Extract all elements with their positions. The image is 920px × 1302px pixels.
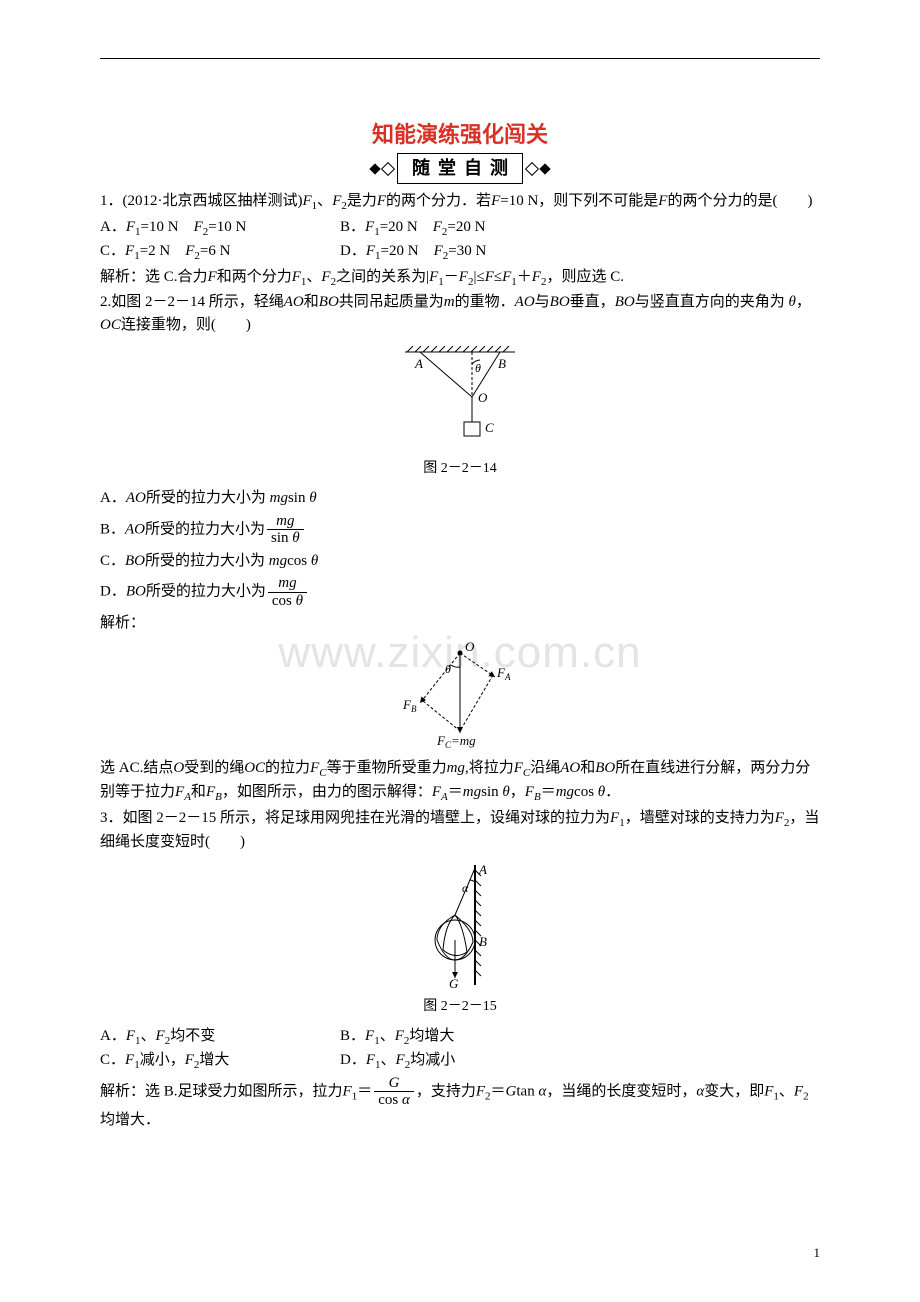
q3-choices-cd: C．F1减小，F2增大 D．F1、F2均减小 <box>100 1049 820 1074</box>
subtitle-row: 随堂自测 <box>100 153 820 184</box>
diamond-icon <box>369 163 380 174</box>
svg-text:B: B <box>498 356 506 371</box>
fig3-caption: 图 2－2－15 <box>100 996 820 1017</box>
figure-2-2-15: A B G α <box>415 860 505 990</box>
page-number: 1 <box>814 1243 821 1263</box>
svg-text:C: C <box>485 420 494 435</box>
figure-q2-forces: O FA FB FC=mg θ <box>395 641 525 751</box>
svg-text:O: O <box>478 390 488 405</box>
diamond-icon <box>381 161 395 175</box>
fig1-caption: 图 2－2－14 <box>100 458 820 479</box>
svg-text:B: B <box>479 934 487 949</box>
svg-text:O: O <box>465 641 475 654</box>
q2-opt-c: C．BO所受的拉力大小为 mgcos θ <box>100 550 820 573</box>
q2-opt-d: D．BO所受的拉力大小为mgcos θ <box>100 575 820 609</box>
q2-opt-a: A．AO所受的拉力大小为 mgsin θ <box>100 487 820 510</box>
q2-answer-label: 解析： <box>100 612 820 635</box>
diamond-icon <box>539 163 550 174</box>
svg-text:FC=mg: FC=mg <box>436 733 476 750</box>
q2-opt-b: B．AO所受的拉力大小为mgsin θ <box>100 513 820 547</box>
svg-text:θ: θ <box>445 662 451 676</box>
figure-2-2-14: A B O C θ <box>385 342 535 452</box>
q1-choices-cd: C．F1=2 N F2=6 N D．F1=20 N F2=30 N <box>100 240 820 265</box>
q1-choices-ab: A．F1=10 N F2=10 N B．F1=20 N F2=20 N <box>100 216 820 241</box>
q1-stem: 1．(2012·北京西城区抽样测试)F1、F2是力F的两个分力．若F=10 N，… <box>100 190 820 215</box>
svg-text:FB: FB <box>402 697 417 714</box>
q1-answer: 解析：选 C.合力F和两个分力F1、F2之间的关系为|F1－F2|≤F≤F1＋F… <box>100 266 820 291</box>
svg-text:FA: FA <box>496 665 511 682</box>
q3-choices-ab: A．F1、F2均不变 B．F1、F2均增大 <box>100 1025 820 1050</box>
svg-text:G: G <box>449 976 459 990</box>
page-title: 知能演练强化闯关 <box>100 118 820 151</box>
q2-stem: 2.如图 2－2－14 所示，轻绳AO和BO共同吊起质量为m的重物．AO与BO垂… <box>100 291 820 336</box>
q3-answer: 解析：选 B.足球受力如图所示，拉力F1＝Gcos α，支持力F2＝Gtan α… <box>100 1075 820 1132</box>
svg-text:α: α <box>462 881 469 895</box>
q2-answer: 选 AC.结点O受到的绳OC的拉力FC等于重物所受重力mg,将拉力FC沿绳AO和… <box>100 757 820 806</box>
svg-text:A: A <box>414 356 423 371</box>
svg-text:A: A <box>478 862 487 877</box>
q3-stem: 3．如图 2－2－15 所示，将足球用网兜挂在光滑的墙壁上，设绳对球的拉力为F1… <box>100 807 820 854</box>
svg-text:θ: θ <box>475 361 481 375</box>
diamond-icon <box>525 161 539 175</box>
subtitle: 随堂自测 <box>397 153 523 184</box>
